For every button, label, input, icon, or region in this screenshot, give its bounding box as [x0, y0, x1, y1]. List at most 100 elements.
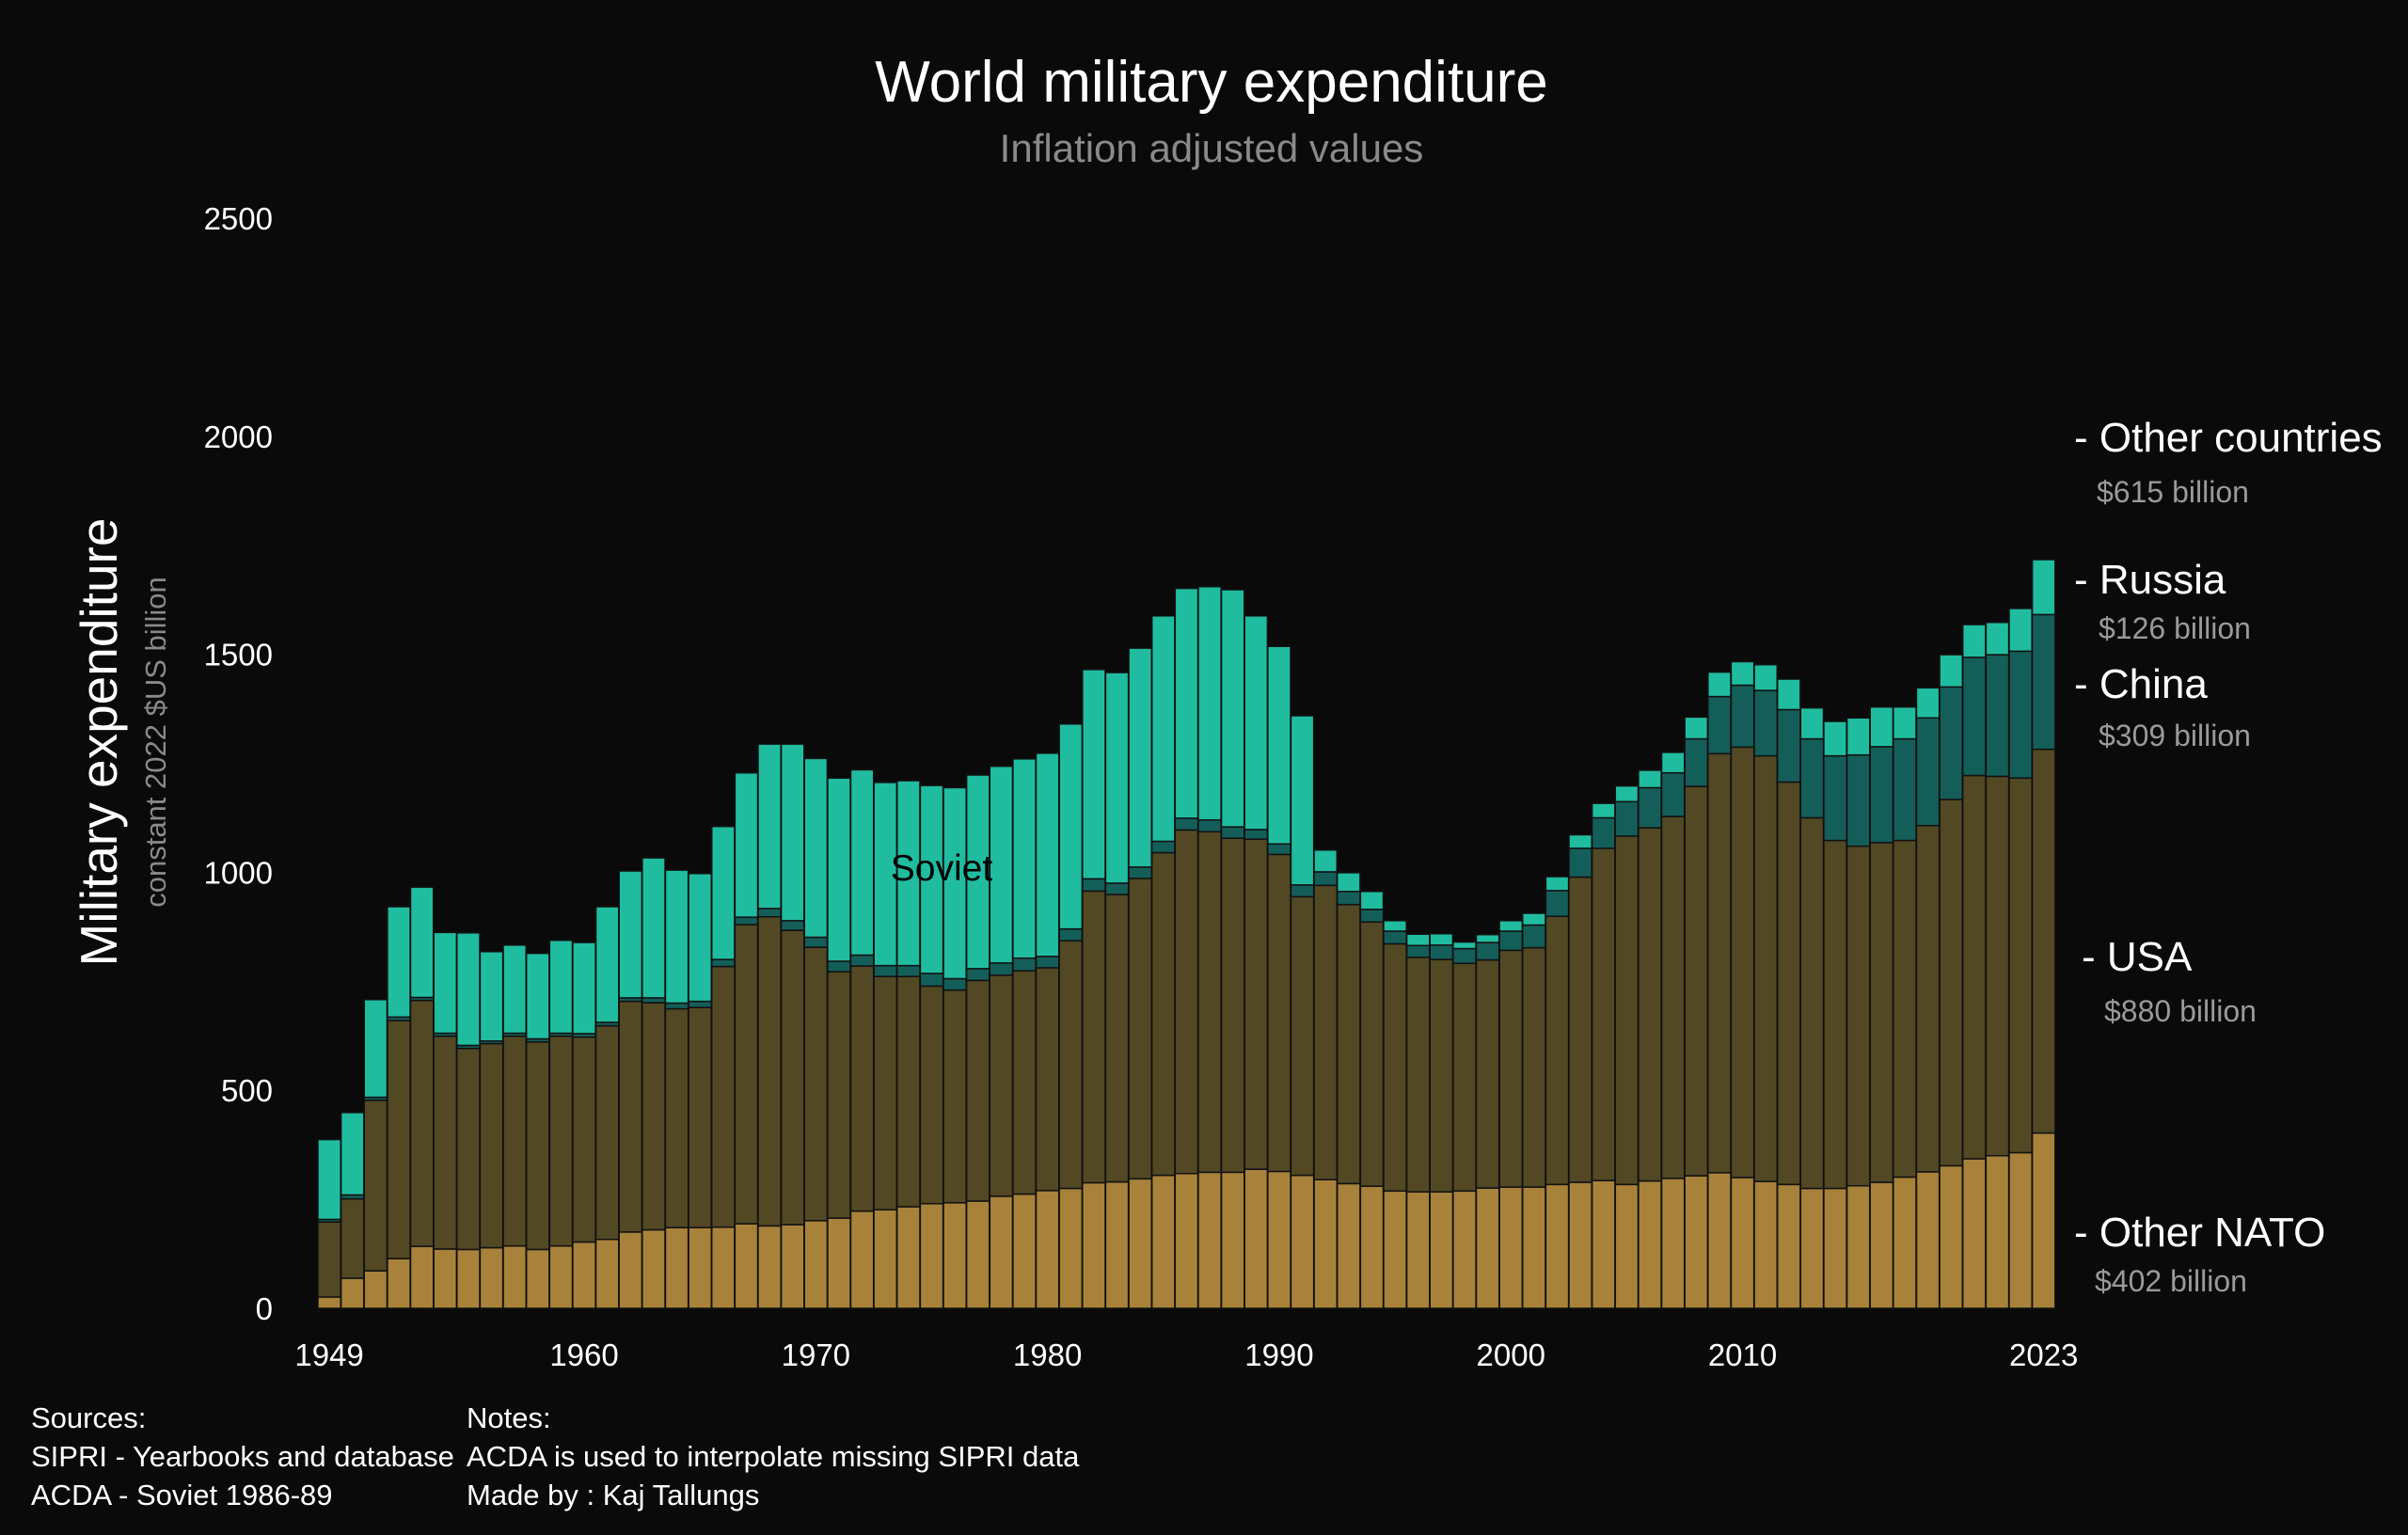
bar-russia-soviet-1987: [1197, 585, 1222, 821]
y-tick-label: 2000: [204, 419, 273, 454]
bar-usa-1967: [734, 924, 759, 1225]
bar-china-1982: [1082, 878, 1106, 893]
bar-china-2021: [1985, 654, 2010, 778]
bar-china-1994: [1359, 909, 1385, 924]
chart-title: World military expenditure: [875, 50, 1548, 115]
legend: - Other countries $615 billion - Russia …: [2074, 415, 2383, 1298]
bar-usa-1964: [664, 1007, 689, 1228]
chart-subtitle: Inflation adjusted values: [1000, 126, 1424, 170]
bar-russia-soviet-1956: [479, 951, 504, 1042]
bar-other-nato-2021: [1985, 1154, 2010, 1309]
bar-usa-2004: [1591, 847, 1616, 1181]
bar-russia-soviet-1997: [1429, 933, 1454, 946]
bar-other-nato-1983: [1104, 1180, 1130, 1309]
bar-other-nato-1975: [919, 1202, 944, 1309]
bar-china-1971: [827, 960, 851, 973]
bar-china-1990: [1267, 843, 1291, 856]
bar-russia-soviet-2007: [1660, 752, 1686, 774]
bar-other-nato-2022: [2008, 1151, 2033, 1309]
bar-other-nato-2005: [1614, 1183, 1640, 1309]
bar-china-2005: [1614, 800, 1640, 837]
bar-russia-soviet-1954: [433, 931, 458, 1035]
bar-other-nato-1950: [340, 1277, 365, 1309]
bar-usa-1998: [1452, 962, 1477, 1193]
bar-usa-1949: [317, 1221, 341, 1298]
bar-russia-soviet-1965: [688, 873, 713, 1003]
bar-usa-1988: [1220, 837, 1245, 1174]
bar-other-nato-1968: [757, 1225, 782, 1309]
bar-china-1978: [989, 962, 1014, 976]
bar-russia-soviet-1969: [780, 743, 805, 922]
bar-russia-soviet-1970: [803, 757, 829, 939]
bar-russia-soviet-1990: [1267, 645, 1291, 846]
bar-other-nato-2017: [1893, 1176, 1917, 1309]
bar-other-nato-1970: [803, 1220, 829, 1309]
bar-china-1983: [1104, 882, 1130, 895]
bar-china-2001: [1522, 924, 1546, 949]
bar-russia-soviet-2011: [1753, 663, 1779, 691]
bar-russia-soviet-2014: [1823, 720, 1847, 757]
bar-china-2020: [1961, 657, 1987, 777]
note-line: Made by : Kaj Tallungs: [467, 1479, 759, 1511]
bar-other-nato-1979: [1012, 1193, 1037, 1309]
bar-russia-soviet-1963: [642, 857, 666, 999]
bar-russia-soviet-2006: [1638, 769, 1662, 789]
bar-other-nato-2006: [1638, 1179, 1662, 1309]
bar-usa-2000: [1498, 949, 1524, 1188]
bar-usa-2021: [1985, 775, 2010, 1157]
legend-label-other-nato: - Other NATO: [2074, 1210, 2325, 1256]
legend-label-usa: - USA: [2082, 934, 2193, 980]
bar-other-nato-1987: [1197, 1171, 1222, 1309]
bar-russia-soviet-1958: [525, 952, 550, 1040]
bar-other-nato-1972: [849, 1210, 875, 1309]
x-tick-label: 1980: [1013, 1337, 1082, 1372]
bar-other-nato-1994: [1359, 1185, 1385, 1309]
bar-china-2006: [1638, 786, 1662, 829]
bar-russia-soviet-1973: [873, 782, 898, 967]
bar-china-1975: [919, 973, 944, 988]
bar-china-1967: [734, 916, 759, 926]
bar-russia-soviet-1959: [548, 939, 574, 1035]
bar-russia-soviet-1957: [502, 944, 527, 1035]
bar-other-nato-1971: [827, 1217, 851, 1309]
bar-usa-1999: [1475, 958, 1500, 1189]
bar-russia-soviet-1950: [340, 1112, 365, 1196]
bar-usa-1987: [1197, 831, 1222, 1174]
bar-china-1984: [1128, 866, 1153, 879]
bar-other-nato-2015: [1846, 1184, 1871, 1309]
bar-usa-1974: [896, 975, 921, 1208]
bar-russia-soviet-1962: [618, 870, 643, 999]
bar-other-nato-1995: [1383, 1190, 1407, 1309]
bar-russia-soviet-1972: [849, 768, 875, 957]
bar-usa-1977: [965, 979, 990, 1202]
bar-russia-soviet-1964: [664, 869, 689, 1005]
y-tick-label: 1000: [204, 855, 273, 890]
notes-title: Notes:: [467, 1401, 551, 1434]
legend-label-china: - China: [2074, 661, 2208, 707]
bar-other-nato-1953: [409, 1245, 435, 1309]
bar-usa-1996: [1405, 957, 1431, 1193]
bar-usa-1958: [525, 1040, 550, 1251]
y-tick-label: 500: [221, 1073, 273, 1108]
bars: [317, 559, 2056, 1309]
bar-china-1988: [1220, 826, 1245, 839]
bar-russia-soviet-1960: [572, 942, 596, 1035]
bar-other-nato-1954: [433, 1248, 458, 1309]
bar-china-2012: [1776, 708, 1801, 783]
bar-usa-1979: [1012, 970, 1037, 1195]
bar-russia-soviet-2001: [1522, 912, 1546, 926]
bar-russia-soviet-1968: [757, 743, 782, 910]
bar-china-2019: [1939, 686, 1964, 800]
bar-usa-2007: [1660, 815, 1686, 1179]
bar-russia-soviet-2015: [1846, 717, 1871, 756]
bar-usa-1966: [710, 965, 736, 1228]
bar-china-1968: [757, 908, 782, 918]
bar-other-nato-1966: [710, 1226, 736, 1309]
bar-china-2023: [2031, 613, 2056, 751]
bar-russia-soviet-1991: [1290, 715, 1315, 886]
bar-usa-1991: [1290, 895, 1315, 1177]
bar-usa-1955: [456, 1047, 481, 1251]
bar-usa-1968: [757, 915, 782, 1227]
bar-other-nato-2008: [1684, 1175, 1709, 1309]
y-tick-label: 0: [256, 1291, 273, 1326]
